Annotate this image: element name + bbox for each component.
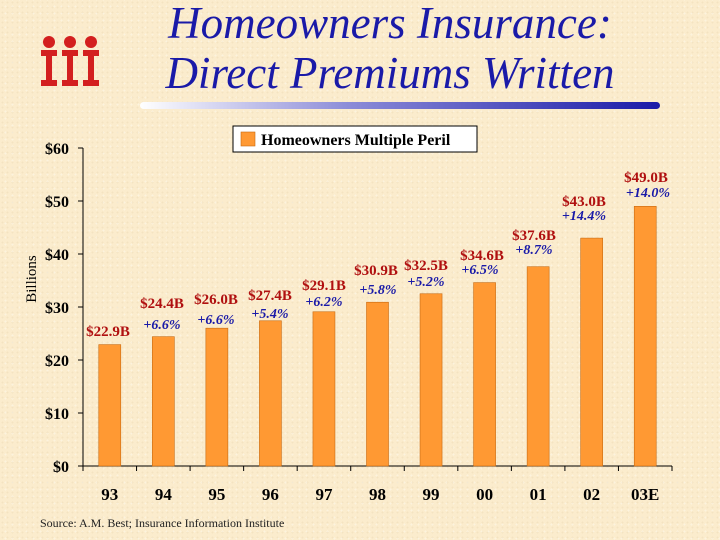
x-tick-label: 01 xyxy=(530,485,547,504)
data-label: $29.1B xyxy=(302,278,346,294)
bar xyxy=(366,301,389,467)
bar xyxy=(152,336,175,467)
growth-label: +5.2% xyxy=(407,275,444,290)
y-tick-label: $40 xyxy=(45,247,69,264)
x-tick-label: 93 xyxy=(101,485,118,504)
data-label: $24.4B xyxy=(140,296,184,312)
chart-axes: $0 $10 $20 $30 $40 $50 $60 Billions xyxy=(24,141,673,476)
bar xyxy=(419,293,443,467)
bar xyxy=(259,320,282,467)
data-label: $37.6B xyxy=(512,228,556,244)
growth-label: +5.4% xyxy=(251,307,288,322)
chart-legend: Homeowners Multiple Peril xyxy=(232,125,478,153)
y-tick-label: $60 xyxy=(45,141,69,158)
data-label: $27.4B xyxy=(248,288,292,304)
page-title: Homeowners Insurance: Direct Premiums Wr… xyxy=(130,0,650,98)
growth-label: +6.2% xyxy=(305,295,342,310)
data-label: $30.9B xyxy=(354,263,398,279)
bar xyxy=(526,266,550,467)
x-tick-label: 96 xyxy=(262,485,279,504)
iii-logo xyxy=(38,36,102,88)
x-tick-label: 02 xyxy=(583,485,600,504)
y-axis-title: Billions xyxy=(24,255,40,303)
bar xyxy=(312,311,336,467)
x-tick-label: 98 xyxy=(369,485,386,504)
bar xyxy=(473,282,496,467)
bar xyxy=(633,206,657,467)
y-tick-label: $0 xyxy=(53,459,69,476)
bar xyxy=(205,327,229,467)
legend-label: Homeowners Multiple Peril xyxy=(261,132,451,149)
growth-label: +5.8% xyxy=(359,283,396,298)
data-label: $26.0B xyxy=(194,292,238,308)
title-line-2: Direct Premiums Written xyxy=(165,48,615,98)
x-tick-label: 95 xyxy=(208,485,225,504)
growth-label: +6.6% xyxy=(197,313,234,328)
y-tick-label: $30 xyxy=(45,300,69,317)
y-tick-label: $10 xyxy=(45,406,69,423)
growth-label: +6.6% xyxy=(143,318,180,333)
growth-label: +8.7% xyxy=(515,243,552,258)
data-label: $49.0B xyxy=(624,170,668,186)
x-tick-label: 97 xyxy=(315,485,333,504)
chart-bars xyxy=(98,206,657,467)
data-label: $32.5B xyxy=(404,258,448,274)
legend-box xyxy=(232,125,478,153)
growth-label: +14.0% xyxy=(626,186,670,201)
y-tick-label: $50 xyxy=(45,194,69,211)
x-tick-label: 03E xyxy=(631,485,659,504)
source-note: Source: A.M. Best; Insurance Information… xyxy=(40,516,285,530)
y-tick-label: $20 xyxy=(45,353,69,370)
x-tick-label: 00 xyxy=(476,485,493,504)
x-tick-label: 99 xyxy=(423,485,440,504)
growth-label: +6.5% xyxy=(461,263,498,278)
legend-swatch xyxy=(240,131,256,147)
title-underline xyxy=(140,102,660,109)
data-label: $43.0B xyxy=(562,194,606,210)
data-label: $34.6B xyxy=(460,248,504,264)
growth-label: +14.4% xyxy=(562,209,606,224)
x-tick-label: 94 xyxy=(155,485,173,504)
chart-labels: 93 94 95 96 97 98 99 00 01 02 03E $22.9B $24.4B $26.0… xyxy=(86,170,670,504)
bar xyxy=(98,344,122,467)
data-label: $22.9B xyxy=(86,324,130,340)
bar xyxy=(580,237,603,467)
title-line-1: Homeowners Insurance: xyxy=(168,0,612,48)
